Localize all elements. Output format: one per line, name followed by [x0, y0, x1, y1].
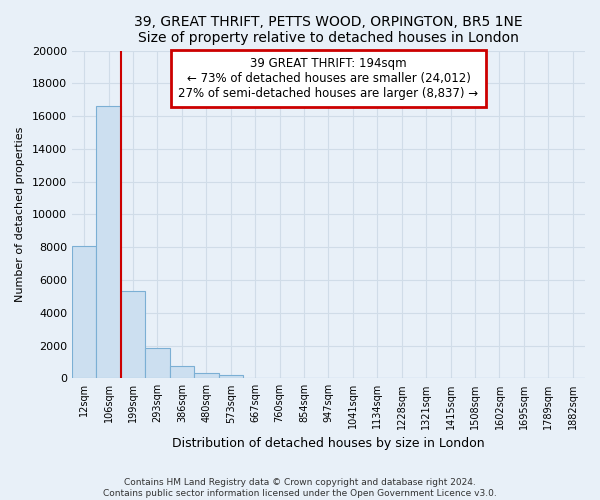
Bar — [121, 292, 145, 378]
Title: 39, GREAT THRIFT, PETTS WOOD, ORPINGTON, BR5 1NE
Size of property relative to de: 39, GREAT THRIFT, PETTS WOOD, ORPINGTON,… — [134, 15, 523, 45]
Bar — [145, 348, 170, 378]
Bar — [194, 374, 218, 378]
Bar — [218, 375, 243, 378]
Text: Contains HM Land Registry data © Crown copyright and database right 2024.
Contai: Contains HM Land Registry data © Crown c… — [103, 478, 497, 498]
Text: 39 GREAT THRIFT: 194sqm
← 73% of detached houses are smaller (24,012)
27% of sem: 39 GREAT THRIFT: 194sqm ← 73% of detache… — [178, 57, 479, 100]
Bar — [170, 366, 194, 378]
Y-axis label: Number of detached properties: Number of detached properties — [15, 126, 25, 302]
X-axis label: Distribution of detached houses by size in London: Distribution of detached houses by size … — [172, 437, 485, 450]
Bar — [97, 106, 121, 378]
Bar — [72, 246, 97, 378]
